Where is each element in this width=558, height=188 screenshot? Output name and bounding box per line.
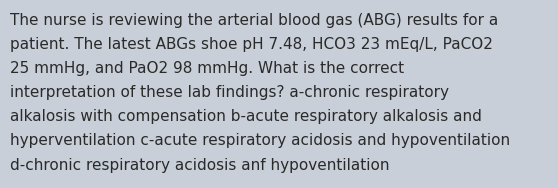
Text: patient. The latest ABGs shoe pH 7.48, HCO3 23 mEq/L, PaCO2: patient. The latest ABGs shoe pH 7.48, H… xyxy=(10,37,493,52)
Text: interpretation of these lab findings? a-chronic respiratory: interpretation of these lab findings? a-… xyxy=(10,85,449,100)
Text: 25 mmHg, and PaO2 98 mmHg. What is the correct: 25 mmHg, and PaO2 98 mmHg. What is the c… xyxy=(10,61,404,76)
Text: hyperventilation c-acute respiratory acidosis and hypoventilation: hyperventilation c-acute respiratory aci… xyxy=(10,133,510,149)
Text: alkalosis with compensation b-acute respiratory alkalosis and: alkalosis with compensation b-acute resp… xyxy=(10,109,482,124)
Text: d-chronic respiratory acidosis anf hypoventilation: d-chronic respiratory acidosis anf hypov… xyxy=(10,158,389,173)
Text: The nurse is reviewing the arterial blood gas (ABG) results for a: The nurse is reviewing the arterial bloo… xyxy=(10,13,498,28)
